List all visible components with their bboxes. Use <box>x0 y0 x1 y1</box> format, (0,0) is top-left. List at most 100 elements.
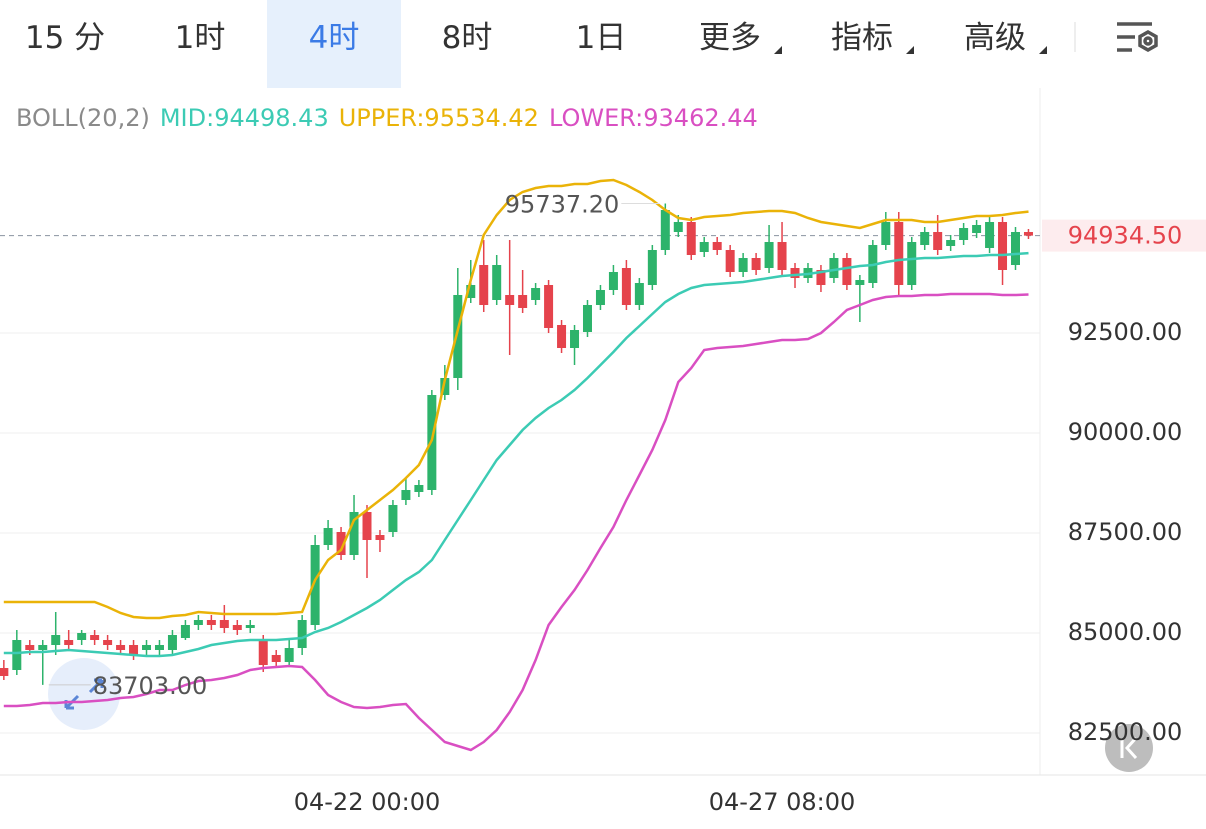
candle-body <box>90 635 100 640</box>
back-to-latest-button[interactable] <box>1105 724 1153 772</box>
candle-body <box>608 272 618 290</box>
candle-body <box>920 232 930 245</box>
candle-body <box>142 645 152 650</box>
candle-body <box>38 645 48 650</box>
indicator-line <box>3 292 1029 752</box>
tab[interactable]: 1日 <box>575 20 627 56</box>
candle-body <box>985 222 995 248</box>
y-tick-label: 92500.00 <box>1068 318 1183 346</box>
candle-body <box>206 620 216 625</box>
legend-entry: MID:94498.43 <box>159 104 329 132</box>
candle-body <box>1023 232 1033 236</box>
candle-body <box>336 532 346 555</box>
candle-body <box>440 378 450 395</box>
tab[interactable]: 指标 <box>831 20 893 56</box>
candle-body <box>829 258 839 278</box>
candle-body <box>790 268 800 278</box>
tab-bar: 15 分 1时 4时 8时 1日 更多 指标 高级 <box>0 0 1206 88</box>
dropdown-arrow <box>774 46 782 54</box>
candle-body <box>907 242 917 285</box>
candle-body <box>764 242 774 268</box>
candle-body <box>777 242 787 270</box>
candle-body <box>712 242 722 250</box>
tab[interactable]: 更多 <box>699 20 761 56</box>
candle-body <box>479 265 489 305</box>
tab[interactable]: 15 分 <box>24 20 106 56</box>
dropdown-arrow <box>906 46 914 54</box>
candle-body <box>375 535 385 540</box>
y-tick-label: 87500.00 <box>1068 518 1183 546</box>
candle-body <box>595 290 605 305</box>
candle-body <box>388 505 398 532</box>
candle-body <box>660 210 670 250</box>
candle-body <box>686 222 696 255</box>
candle-body <box>621 268 631 305</box>
annotation: 95737.20 <box>505 191 620 219</box>
candle-body <box>180 625 190 638</box>
candle-body <box>518 295 528 308</box>
candle-body <box>414 485 424 492</box>
indicator-line <box>3 178 1029 620</box>
candle-body <box>492 265 502 300</box>
candle-body <box>505 295 515 305</box>
annotation: 83703.00 <box>93 672 208 700</box>
candle-body <box>64 640 74 645</box>
candle-body <box>310 545 320 625</box>
candle-body <box>297 620 307 648</box>
indicator-legend: BOLL(20,2) MID:94498.43 UPPER:95534.42 LOWE… <box>16 104 768 132</box>
y-tick-label: 85000.00 <box>1068 618 1183 646</box>
tab[interactable]: 4时 <box>267 0 401 88</box>
candle-body <box>699 242 709 252</box>
last-price-label: 94934.50 <box>1068 222 1183 250</box>
candle-body <box>531 288 541 300</box>
candle-body <box>349 512 359 555</box>
settings-icon[interactable] <box>1117 22 1158 53</box>
x-tick-label: 04-22 00:00 <box>294 788 441 816</box>
y-tick-label: 90000.00 <box>1068 418 1183 446</box>
candle-body <box>946 240 956 246</box>
candle-body <box>51 635 61 645</box>
candle-body <box>77 633 87 640</box>
y-tick-label: 82500.00 <box>1068 718 1183 746</box>
candle-body <box>816 270 826 285</box>
candle-body <box>1011 232 1020 265</box>
candle-body <box>25 645 35 650</box>
candle-body <box>154 645 164 650</box>
candle-body <box>258 640 268 665</box>
candle-body <box>725 250 735 272</box>
tab[interactable]: 8时 <box>441 20 493 56</box>
tab[interactable]: 高级 <box>964 20 1026 56</box>
last-price-bg <box>1042 219 1206 252</box>
candle-body <box>401 490 411 500</box>
candle-body <box>972 225 982 233</box>
candle-body <box>933 232 943 250</box>
candle-body <box>116 645 126 650</box>
indicator-name: BOLL(20,2) <box>16 104 150 132</box>
candle-body <box>193 620 203 625</box>
candle-body <box>998 222 1008 270</box>
candle-body <box>570 330 580 348</box>
candle-body <box>284 648 294 662</box>
candle-body <box>842 258 852 285</box>
tab[interactable]: 1时 <box>174 20 226 56</box>
candle-body <box>12 640 22 670</box>
candle-body <box>167 635 177 650</box>
candle-body <box>959 228 969 240</box>
candle-body <box>544 285 554 328</box>
candle-body <box>453 295 463 378</box>
candle-body <box>271 655 281 662</box>
x-tick-label: 04-27 08:00 <box>709 788 856 816</box>
candle-body <box>881 222 891 245</box>
candle-body <box>673 222 683 232</box>
candle-body <box>219 620 229 628</box>
candle-body <box>0 668 9 676</box>
candle-body <box>466 285 476 298</box>
candle-body <box>323 528 333 545</box>
candle-body <box>647 250 657 285</box>
candle-body <box>245 625 255 628</box>
candle-body <box>751 258 761 270</box>
dropdown-arrow <box>1039 46 1047 54</box>
candle-body <box>634 283 644 305</box>
